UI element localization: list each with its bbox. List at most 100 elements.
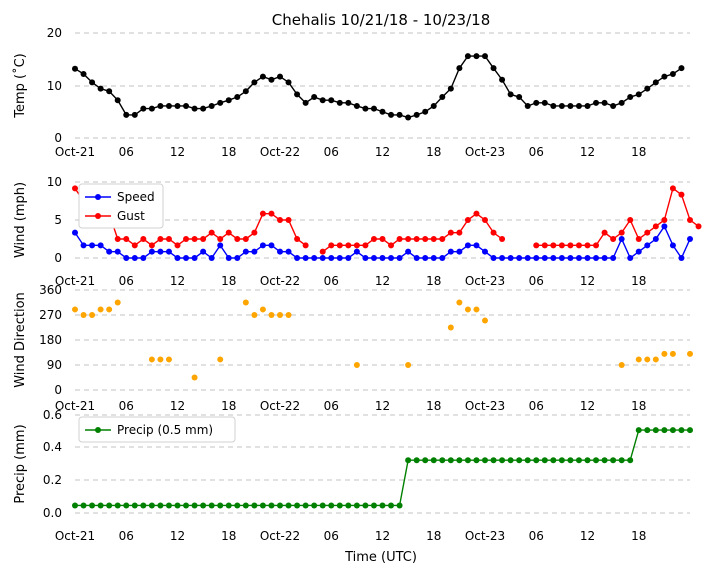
data-point bbox=[277, 312, 283, 318]
data-point bbox=[379, 236, 386, 242]
data-point bbox=[157, 356, 164, 363]
legend-label: Precip (0.5 mm) bbox=[117, 423, 213, 437]
data-point bbox=[635, 91, 642, 98]
data-point bbox=[584, 457, 591, 464]
data-point bbox=[661, 73, 668, 80]
data-point bbox=[627, 457, 634, 464]
data-point bbox=[217, 356, 224, 363]
data-point bbox=[490, 65, 497, 72]
data-point bbox=[550, 242, 557, 249]
series-precip-0-5-mm- bbox=[72, 427, 693, 509]
legend: Speed Gust bbox=[78, 183, 164, 229]
data-point bbox=[234, 255, 241, 261]
data-point bbox=[524, 102, 531, 109]
x-tick-label: Oct-22 bbox=[260, 399, 300, 413]
data-point bbox=[482, 217, 488, 223]
data-point bbox=[191, 236, 198, 242]
data-point bbox=[550, 457, 557, 464]
data-point bbox=[593, 242, 600, 249]
x-tick-label: Oct-22 bbox=[260, 529, 300, 543]
data-point bbox=[413, 457, 420, 464]
data-point bbox=[541, 242, 548, 249]
data-point bbox=[200, 502, 207, 509]
data-point bbox=[277, 248, 283, 255]
data-point bbox=[516, 94, 523, 101]
x-tick-label: 18 bbox=[631, 529, 646, 543]
data-point bbox=[584, 255, 591, 261]
data-point bbox=[618, 362, 625, 368]
x-tick-label: 12 bbox=[580, 145, 595, 159]
data-point bbox=[242, 88, 249, 95]
y-tick-label: 180 bbox=[39, 333, 62, 347]
data-point bbox=[644, 427, 651, 434]
legend-label: Gust bbox=[117, 209, 145, 223]
y-tick-label: 10 bbox=[47, 175, 62, 189]
data-point bbox=[610, 102, 617, 109]
y-tick-label: 360 bbox=[39, 283, 62, 297]
data-point bbox=[584, 102, 591, 109]
data-point bbox=[140, 236, 147, 242]
data-point bbox=[106, 248, 113, 255]
x-tick-label: 18 bbox=[426, 399, 441, 413]
data-point bbox=[174, 502, 181, 509]
data-point bbox=[584, 242, 591, 249]
data-point bbox=[191, 374, 198, 381]
x-tick-label: 18 bbox=[631, 274, 646, 288]
series-1 bbox=[72, 53, 685, 121]
data-point bbox=[89, 79, 96, 86]
data-point bbox=[396, 111, 403, 118]
data-point bbox=[482, 53, 488, 60]
data-point bbox=[268, 76, 275, 83]
data-point bbox=[80, 242, 87, 249]
data-point bbox=[165, 236, 172, 242]
data-point bbox=[183, 236, 190, 242]
data-point bbox=[558, 255, 565, 261]
panel-4: 0.0 0.2 0.4 0.6 Oct-21 06 12 18 Oct-22 06 12 18 Oct-… bbox=[13, 408, 693, 543]
data-point bbox=[447, 324, 454, 331]
data-point bbox=[140, 105, 147, 112]
data-point bbox=[490, 255, 497, 261]
data-point bbox=[259, 73, 266, 80]
data-point bbox=[618, 457, 625, 464]
data-point bbox=[430, 236, 437, 242]
data-point bbox=[165, 502, 172, 509]
data-point bbox=[652, 236, 659, 242]
x-tick-label: 06 bbox=[119, 274, 134, 288]
data-point bbox=[439, 94, 446, 101]
data-point bbox=[97, 242, 104, 249]
data-point bbox=[268, 242, 275, 249]
data-point bbox=[89, 502, 96, 509]
data-point bbox=[464, 457, 471, 464]
data-point bbox=[97, 502, 104, 509]
data-point bbox=[678, 65, 685, 72]
data-point bbox=[106, 88, 113, 95]
data-point bbox=[200, 236, 207, 242]
x-tick-label: 18 bbox=[221, 529, 236, 543]
series-1 bbox=[72, 299, 693, 381]
data-point bbox=[533, 457, 540, 464]
y-tick-label: 270 bbox=[39, 308, 62, 322]
data-point bbox=[302, 255, 309, 261]
x-tick-label: 12 bbox=[375, 399, 390, 413]
y-tick-label: 5 bbox=[54, 213, 62, 227]
data-point bbox=[456, 229, 463, 236]
data-point bbox=[242, 236, 249, 242]
data-point bbox=[353, 502, 360, 509]
data-point bbox=[328, 242, 335, 249]
data-point bbox=[405, 248, 412, 255]
data-point bbox=[567, 255, 574, 261]
data-point bbox=[251, 248, 258, 255]
data-point bbox=[80, 70, 87, 77]
data-point bbox=[148, 105, 155, 112]
data-point bbox=[97, 85, 104, 92]
x-tick-label: Oct-21 bbox=[55, 145, 95, 159]
data-point bbox=[208, 502, 215, 509]
x-tick-label: 12 bbox=[170, 145, 185, 159]
data-point bbox=[285, 248, 292, 255]
data-point bbox=[89, 242, 96, 249]
data-point bbox=[558, 242, 565, 249]
data-point bbox=[456, 248, 463, 255]
y-tick-label: 0.4 bbox=[43, 440, 62, 454]
data-point bbox=[157, 102, 164, 109]
